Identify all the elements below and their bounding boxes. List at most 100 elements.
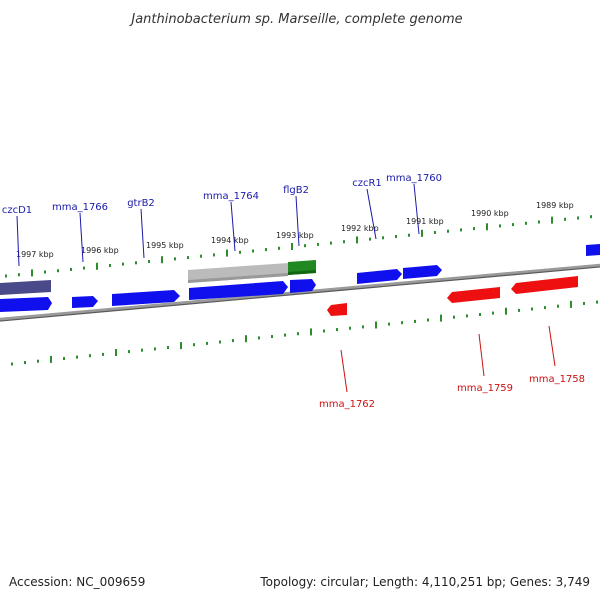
minor-tick <box>499 224 501 228</box>
gene-czcD1-dim <box>0 280 51 295</box>
leader-mma_1758 <box>548 325 556 367</box>
minor-tick <box>408 233 410 237</box>
minor-tick <box>388 322 390 326</box>
minor-tick <box>102 352 104 356</box>
major-tick <box>421 229 423 237</box>
gene-arrow <box>290 279 316 293</box>
major-tick <box>245 335 247 343</box>
major-tick <box>96 262 98 270</box>
gray-feature-shade <box>188 273 288 283</box>
major-tick <box>180 342 182 350</box>
minor-tick <box>512 223 514 227</box>
gene-label[interactable]: flgB2 <box>283 185 309 196</box>
gene-arrow <box>403 265 442 279</box>
gene-label[interactable]: mma_1766 <box>52 202 108 213</box>
gene-label[interactable]: czcD1 <box>2 205 32 216</box>
minor-tick <box>200 254 202 258</box>
feature-track <box>188 260 316 283</box>
label-leaders <box>16 183 556 393</box>
minor-tick <box>122 262 124 266</box>
scale-label: 1989 kbp <box>536 201 574 210</box>
minor-tick <box>401 321 403 325</box>
gene-arrow <box>0 297 52 312</box>
map-title: Janthinobacterium sp. Marseille, complet… <box>128 12 462 27</box>
minor-tick <box>83 266 85 270</box>
gene-arrow <box>72 296 98 308</box>
minor-tick <box>349 326 351 330</box>
gene-label[interactable]: gtrB2 <box>127 198 155 209</box>
minor-tick <box>590 215 592 219</box>
minor-tick <box>538 220 540 224</box>
minor-tick <box>271 335 273 338</box>
scale-label: 1994 kbp <box>211 236 249 245</box>
minor-tick <box>44 270 46 274</box>
upper-tick-track <box>5 215 592 278</box>
minor-tick <box>518 308 520 312</box>
minor-tick <box>37 359 39 363</box>
minor-tick <box>395 235 397 238</box>
major-tick <box>440 314 442 322</box>
minor-tick <box>109 264 111 267</box>
minor-tick <box>213 253 215 257</box>
gene-label[interactable]: mma_1758 <box>529 374 585 385</box>
gene-label[interactable]: mma_1764 <box>203 191 259 202</box>
green-feature-shade <box>288 270 316 275</box>
minor-tick <box>284 333 286 337</box>
gene-arrow <box>586 244 600 256</box>
major-tick <box>31 269 33 277</box>
minor-tick <box>63 357 65 360</box>
gene-label[interactable]: mma_1762 <box>319 399 375 410</box>
minor-tick <box>128 350 130 354</box>
scale-label: 1997 kbp <box>16 250 54 259</box>
minor-tick <box>297 332 299 336</box>
leader-flgB2 <box>295 195 300 247</box>
leader-gtrB2 <box>140 208 145 259</box>
scale-label: 1992 kbp <box>341 224 379 233</box>
minor-tick <box>453 315 455 319</box>
minor-tick <box>18 273 20 277</box>
minor-tick <box>135 261 137 265</box>
gene-labels: czcD1 mma_1766 gtrB2 mma_1764 flgB2 czcR… <box>2 173 585 410</box>
minor-tick <box>76 355 78 359</box>
minor-tick <box>239 250 241 254</box>
minor-tick <box>414 319 416 323</box>
minor-tick <box>596 300 598 304</box>
minor-tick <box>427 318 429 322</box>
minor-tick <box>557 304 559 308</box>
summary-text: Topology: circular; Length: 4,110,251 bp… <box>259 575 590 589</box>
minor-tick <box>577 216 579 220</box>
minor-tick <box>525 221 527 225</box>
gray-feature <box>188 263 288 283</box>
gene-arrow <box>189 281 288 300</box>
genome-backbone-shade <box>0 266 600 322</box>
minor-tick <box>362 325 364 329</box>
minor-tick <box>343 240 345 244</box>
gene-mma_1759 <box>447 287 500 303</box>
minor-tick <box>265 248 267 252</box>
minor-tick <box>531 307 533 311</box>
scale-label: 1990 kbp <box>471 209 509 218</box>
minor-tick <box>369 237 371 241</box>
gene-label[interactable]: mma_1759 <box>457 383 513 394</box>
leader-mma_1759 <box>478 333 485 377</box>
minor-tick <box>258 336 260 340</box>
minor-tick <box>460 228 462 232</box>
gene-label[interactable]: czcR1 <box>352 178 382 189</box>
gene-arrow <box>112 290 180 306</box>
minor-tick <box>330 241 332 245</box>
minor-tick <box>57 269 59 273</box>
minor-tick <box>447 229 449 233</box>
genome-backbone <box>0 263 600 322</box>
minor-tick <box>174 257 176 261</box>
minor-tick <box>479 313 481 316</box>
minor-tick <box>148 260 150 263</box>
scale-label: 1996 kbp <box>81 246 119 255</box>
gene-label[interactable]: mma_1760 <box>386 173 442 184</box>
gene-mma_1758 <box>511 276 578 294</box>
major-tick <box>310 328 312 336</box>
scale-label: 1993 kbp <box>276 231 314 240</box>
minor-tick <box>336 328 338 332</box>
major-tick <box>570 300 572 308</box>
minor-tick <box>564 217 566 221</box>
